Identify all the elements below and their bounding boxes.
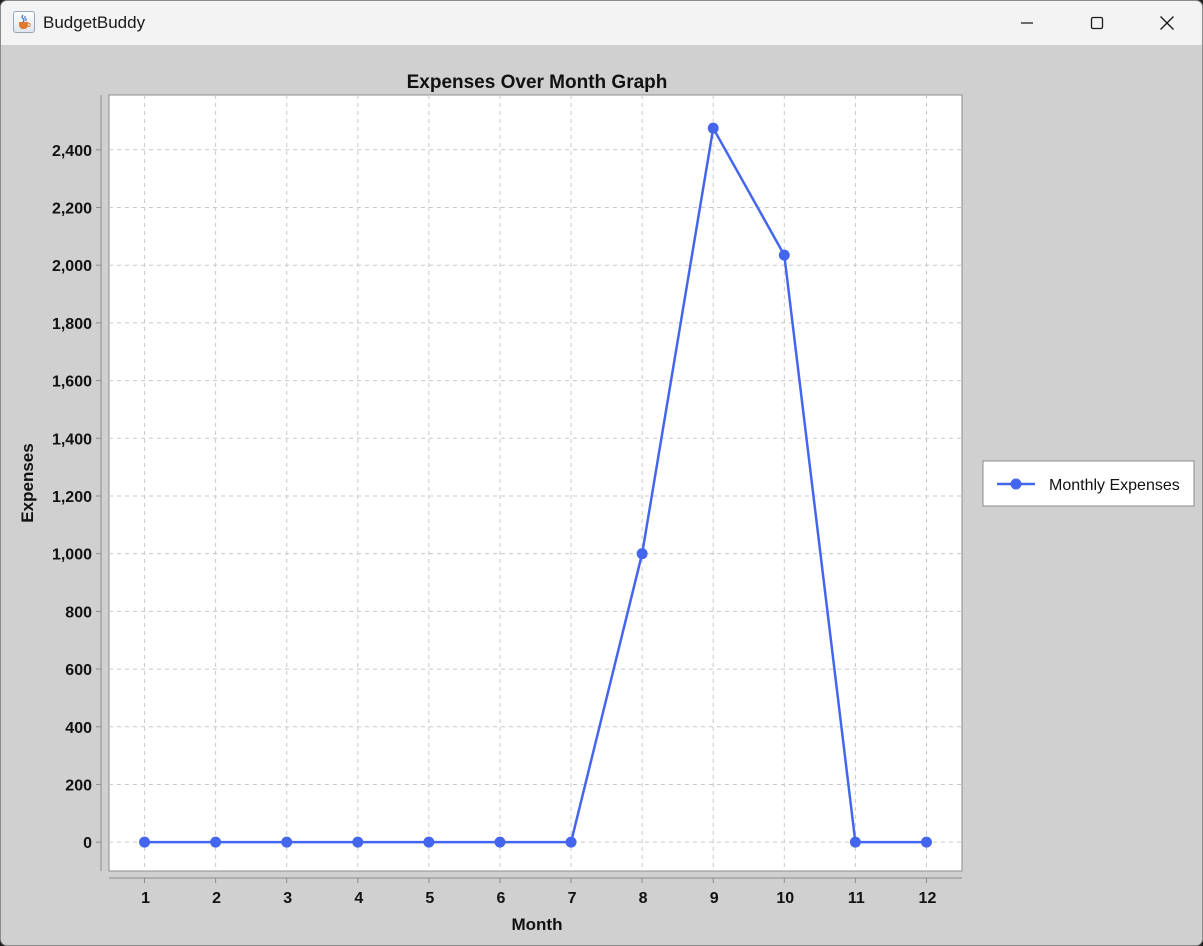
- chart-title: Expenses Over Month Graph: [407, 72, 668, 93]
- y-tick-label: 0: [83, 835, 92, 852]
- x-tick-label: 9: [710, 890, 719, 907]
- x-tick-label: 2: [212, 890, 221, 907]
- y-axis-ticks: 0 200 400 600 800 1,000 1,200 1,400 1,600 1,800 2,…: [52, 143, 101, 852]
- data-point: [920, 836, 932, 848]
- legend-entry-monthly-expenses: Monthly Expenses: [1049, 477, 1180, 494]
- minimize-icon: [1021, 22, 1033, 24]
- y-tick-label: 2,000: [52, 258, 92, 275]
- y-axis-label: Expenses: [18, 443, 37, 522]
- maximize-button[interactable]: [1062, 1, 1132, 45]
- data-point: [352, 836, 364, 848]
- y-tick-label: 800: [65, 604, 92, 621]
- close-icon: [1160, 16, 1174, 30]
- data-point: [494, 836, 506, 848]
- x-tick-label: 7: [568, 890, 577, 907]
- legend-marker-swatch: [1010, 478, 1022, 490]
- java-cup-icon: [13, 11, 35, 33]
- data-point: [139, 836, 151, 848]
- x-tick-label: 1: [141, 890, 150, 907]
- data-point: [778, 249, 790, 261]
- y-tick-label: 600: [65, 662, 92, 679]
- data-point: [423, 836, 435, 848]
- x-tick-label: 3: [283, 890, 292, 907]
- y-tick-label: 2,200: [52, 201, 92, 218]
- y-tick-label: 200: [65, 777, 92, 794]
- plot-area: [108, 94, 963, 872]
- data-point: [565, 836, 577, 848]
- data-point: [281, 836, 293, 848]
- y-tick-label: 1,200: [52, 489, 92, 506]
- data-point: [210, 836, 222, 848]
- x-axis-label: Month: [512, 915, 563, 934]
- x-tick-label: 5: [425, 890, 434, 907]
- legend: Monthly Expenses: [982, 460, 1195, 507]
- x-tick-label: 4: [354, 890, 363, 907]
- y-tick-label: 2,400: [52, 143, 92, 160]
- y-tick-label: 1,400: [52, 431, 92, 448]
- y-tick-label: 1,800: [52, 316, 92, 333]
- series-layer: [139, 122, 932, 848]
- x-axis-ticks: 1 2 3 4 5 6 7 8 9 10 11 12: [141, 878, 936, 907]
- window-title: BudgetBuddy: [43, 13, 146, 32]
- minimize-button[interactable]: [992, 1, 1062, 45]
- y-tick-label: 1,600: [52, 374, 92, 391]
- chart-panel: Expenses Over Month Graph 0 200 400 600 800 1…: [1, 45, 1202, 945]
- x-tick-label: 8: [639, 890, 648, 907]
- title-bar[interactable]: BudgetBuddy: [1, 1, 1202, 45]
- series-line-monthly-expenses: [144, 126, 927, 844]
- y-tick-label: 400: [65, 720, 92, 737]
- data-point: [707, 122, 719, 134]
- close-button[interactable]: [1132, 1, 1202, 45]
- maximize-icon: [1090, 16, 1104, 30]
- x-tick-label: 6: [497, 890, 506, 907]
- x-tick-label: 10: [776, 890, 794, 907]
- x-tick-label: 11: [848, 890, 865, 907]
- y-tick-label: 1,000: [52, 547, 92, 564]
- expenses-line-chart: Expenses Over Month Graph 0 200 400 600 800 1…: [18, 72, 1195, 934]
- data-point: [849, 836, 861, 848]
- data-point: [636, 548, 648, 560]
- x-tick-label: 12: [919, 890, 937, 907]
